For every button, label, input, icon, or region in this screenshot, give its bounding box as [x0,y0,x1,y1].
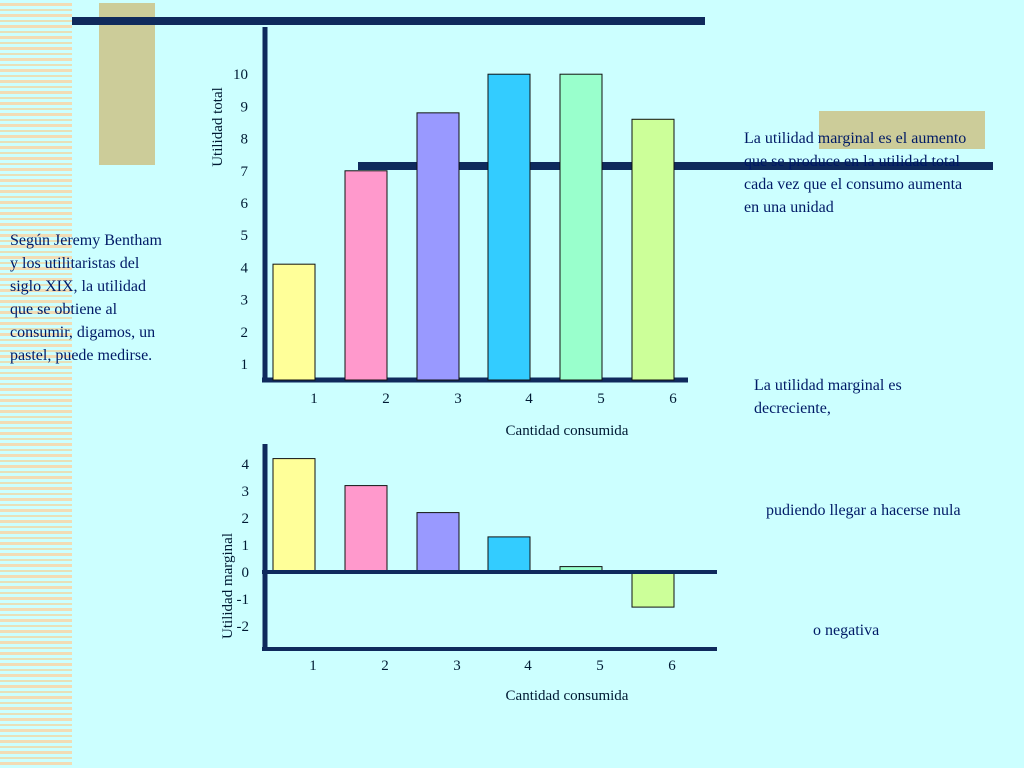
marginal-bar-3 [416,512,460,573]
total-y-axis-label: Utilidad total [210,87,226,167]
total-y-tick-8: 8 [241,132,249,148]
total-x-tick-6: 6 [669,391,677,407]
marginal-bar-2 [344,485,388,573]
marginal-bar-4 [487,536,531,573]
total-y-tick-6: 6 [241,196,249,212]
total-y-tick-2: 2 [241,325,249,341]
tan-block-right [819,111,985,149]
top-rule [72,17,705,25]
marginal-x-tick-2: 2 [381,658,389,674]
marginal-x-tick-6: 6 [668,658,676,674]
middle-rule [358,162,993,170]
total-x-tick-2: 2 [382,391,390,407]
tan-block-left [99,3,155,165]
total-bar-2 [344,170,388,381]
total-x-tick-5: 5 [597,391,605,407]
marginal-x-axis-label: Cantidad consumida [506,688,629,704]
total-y-tick-9: 9 [241,99,249,115]
total-y-tick-1: 1 [241,357,249,373]
total-x-axis-label: Cantidad consumida [506,423,629,439]
total-y-tick-4: 4 [241,260,249,276]
marginal-y-tick--1: -1 [237,592,250,608]
marginal-y-tick-3: 3 [242,484,250,500]
bentham-text: Según Jeremy Bentham y los utilitaristas… [10,232,162,364]
left-stripe-decoration [0,0,72,768]
marginal-x-tick-5: 5 [596,658,604,674]
total-y-tick-7: 7 [241,164,249,180]
total-x-tick-3: 3 [454,391,462,407]
total-y-tick-3: 3 [241,293,249,309]
zero-text: pudiendo llegar a hacerse nula [766,502,961,519]
total-bar-6 [631,118,675,381]
total-y-tick-10: 10 [233,67,248,83]
total-x-tick-1: 1 [310,391,318,407]
total-bar-4 [487,73,531,381]
total-y-tick-5: 5 [241,228,249,244]
marginal-y-tick-1: 1 [242,538,250,554]
definition-text: La utilidad marginal es el aumento que s… [744,130,967,216]
marginal-y-axis-label: Utilidad marginal [220,533,236,639]
total-x-tick-4: 4 [525,391,533,407]
marginal-y-tick--2: -2 [237,619,250,635]
marginal-y-tick-4: 4 [242,457,250,473]
marginal-bar-6 [631,571,675,608]
total-bar-3 [416,112,460,381]
marginal-bar-1 [272,458,316,573]
negative-text: o negativa [813,622,880,639]
marginal-x-tick-4: 4 [524,658,532,674]
marginal-x-tick-3: 3 [453,658,461,674]
total-bar-1 [272,263,316,381]
total-bar-5 [559,73,603,381]
marginal-y-tick-2: 2 [242,511,250,527]
marginal-x-tick-1: 1 [309,658,317,674]
marginal-y-tick-0: 0 [242,565,250,581]
decreasing-text: La utilidad marginal es decreciente, [754,377,902,417]
